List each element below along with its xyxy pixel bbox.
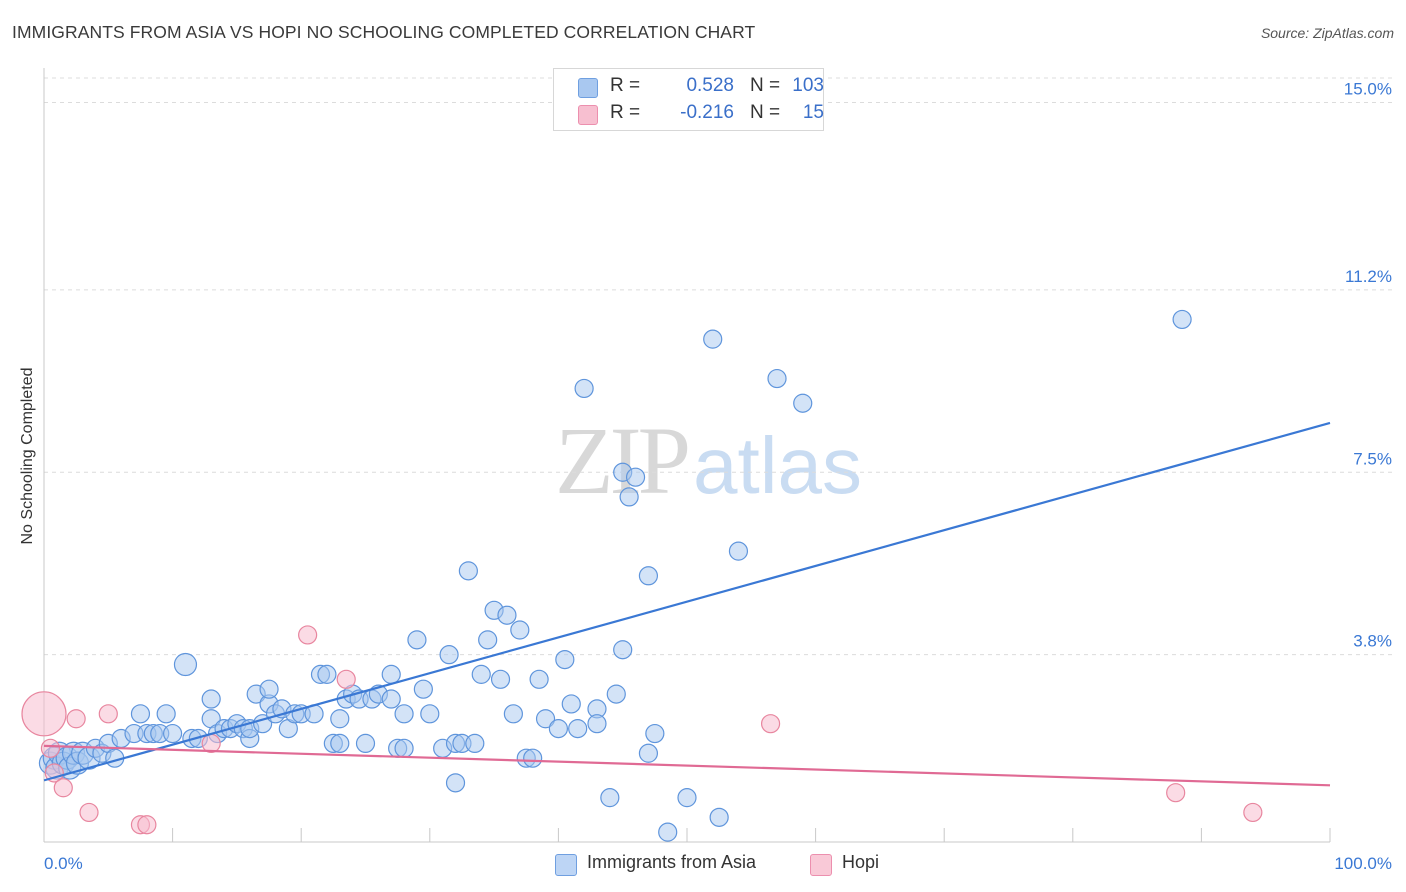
point-asia xyxy=(465,733,485,754)
point-asia xyxy=(330,709,350,729)
point-hopi xyxy=(44,763,64,783)
point-hopi xyxy=(137,815,157,835)
y-tick-label: 3.8% xyxy=(1353,632,1392,651)
point-asia xyxy=(606,684,626,704)
point-hopi xyxy=(79,802,99,823)
point-asia xyxy=(420,704,440,724)
y-tick-label: 15.0% xyxy=(1344,80,1392,99)
legend-r-label: R = xyxy=(610,102,641,123)
point-asia xyxy=(658,822,678,842)
point-hopi xyxy=(1243,802,1263,823)
x-tick-label: 100.0% xyxy=(1334,854,1392,873)
point-asia xyxy=(381,689,401,709)
point-asia xyxy=(625,467,646,487)
point-asia xyxy=(394,738,414,758)
point-hopi xyxy=(66,709,86,729)
point-asia xyxy=(381,664,401,684)
legend-swatch-hopi xyxy=(810,854,832,876)
trendline-hopi xyxy=(43,744,1331,787)
legend-n-value: 103 xyxy=(792,75,824,96)
point-asia xyxy=(130,704,151,724)
point-asia xyxy=(574,378,594,399)
point-asia xyxy=(677,788,697,808)
legend-r-value: 0.528 xyxy=(686,75,734,96)
point-asia xyxy=(156,704,176,724)
point-asia xyxy=(535,709,556,729)
point-asia xyxy=(561,694,581,714)
point-asia xyxy=(317,664,337,684)
point-asia xyxy=(201,689,221,709)
legend-swatch-hopi xyxy=(578,105,598,125)
point-asia xyxy=(503,704,523,724)
source-label: Source: ZipAtlas.com xyxy=(1260,25,1394,41)
y-tick-label: 7.5% xyxy=(1353,449,1392,468)
point-asia xyxy=(638,743,659,763)
point-hopi xyxy=(98,704,118,724)
point-asia xyxy=(458,561,478,581)
point-hopi xyxy=(336,669,356,689)
point-asia xyxy=(619,487,639,507)
point-asia xyxy=(259,679,279,699)
legend-n-value: 15 xyxy=(802,102,824,123)
point-hopi xyxy=(760,714,781,734)
point-asia xyxy=(413,679,433,699)
point-asia xyxy=(523,748,543,768)
point-asia xyxy=(490,669,511,689)
point-asia xyxy=(478,630,498,650)
point-asia xyxy=(555,649,575,670)
point-asia xyxy=(510,620,530,640)
legend-label-hopi: Hopi xyxy=(842,852,880,872)
series-legend: Immigrants from Asia Hopi xyxy=(0,852,1406,878)
point-asia xyxy=(613,640,633,660)
point-asia xyxy=(645,723,665,744)
legend-swatch-asia xyxy=(555,854,577,876)
point-asia xyxy=(407,630,427,650)
point-asia xyxy=(568,719,588,739)
point-asia xyxy=(793,393,813,413)
point-hopi xyxy=(53,778,73,798)
point-asia xyxy=(497,605,517,625)
point-hopi xyxy=(21,691,67,737)
chart-title: IMMIGRANTS FROM ASIA VS HOPI NO SCHOOLIN… xyxy=(12,22,756,42)
x-tick-label: 0.0% xyxy=(44,854,83,873)
point-asia xyxy=(703,329,723,349)
legend-n-label: N = xyxy=(750,75,781,96)
point-asia xyxy=(439,645,459,665)
point-asia xyxy=(445,773,466,793)
point-hopi xyxy=(40,738,61,758)
point-asia xyxy=(1172,309,1192,330)
stats-legend: R = 0.528 N = 103 R = -0.216 N = 15 xyxy=(553,68,824,131)
point-asia xyxy=(394,704,414,724)
point-asia xyxy=(163,723,183,744)
point-asia xyxy=(471,664,491,684)
legend-r-label: R = xyxy=(610,75,641,96)
legend-n-label: N = xyxy=(750,102,781,123)
legend-r-value: -0.216 xyxy=(680,102,734,123)
watermark-atlas: atlas xyxy=(693,421,862,510)
trendline-asia xyxy=(43,421,1331,782)
point-asia xyxy=(709,807,729,827)
point-asia xyxy=(728,541,749,561)
legend-swatch-asia xyxy=(578,78,598,98)
point-asia xyxy=(173,652,198,677)
point-hopi xyxy=(298,625,318,645)
point-asia xyxy=(767,368,787,389)
point-asia xyxy=(638,566,659,586)
y-tick-label: 11.2% xyxy=(1345,267,1392,286)
point-asia xyxy=(548,719,569,739)
point-asia xyxy=(330,733,350,754)
point-asia xyxy=(529,669,549,689)
legend-label-asia: Immigrants from Asia xyxy=(587,852,757,872)
point-hopi xyxy=(1166,783,1186,803)
point-asia xyxy=(355,733,376,754)
point-asia xyxy=(600,788,620,808)
point-asia xyxy=(587,714,607,734)
